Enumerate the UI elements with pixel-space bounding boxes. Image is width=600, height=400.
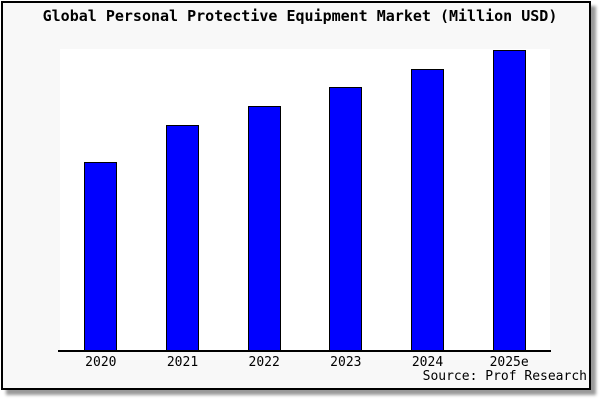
plot-area: [60, 49, 550, 351]
bar-2020: [84, 162, 118, 351]
x-tick-label-2023: 2023: [330, 355, 362, 370]
bar-2021: [166, 125, 199, 351]
bar-2022: [247, 106, 281, 351]
bar-2023: [329, 87, 363, 351]
source-note: Source: Prof Research: [422, 369, 587, 384]
x-axis-line: [58, 350, 551, 352]
chart-title: Global Personal Protective Equipment Mar…: [42, 7, 558, 25]
x-tick-label-2025e: 2025e: [489, 355, 529, 370]
x-tick-label-2022: 2022: [248, 355, 280, 370]
bar-2024: [411, 69, 444, 351]
x-axis-labels: 2020 2021 2022 2023 2024 2025e: [0, 355, 600, 371]
x-tick-label-2021: 2021: [166, 355, 199, 370]
x-tick-label-2024: 2024: [411, 355, 444, 370]
x-tick-label-2020: 2020: [85, 355, 117, 370]
bar-2025e: [492, 50, 526, 351]
